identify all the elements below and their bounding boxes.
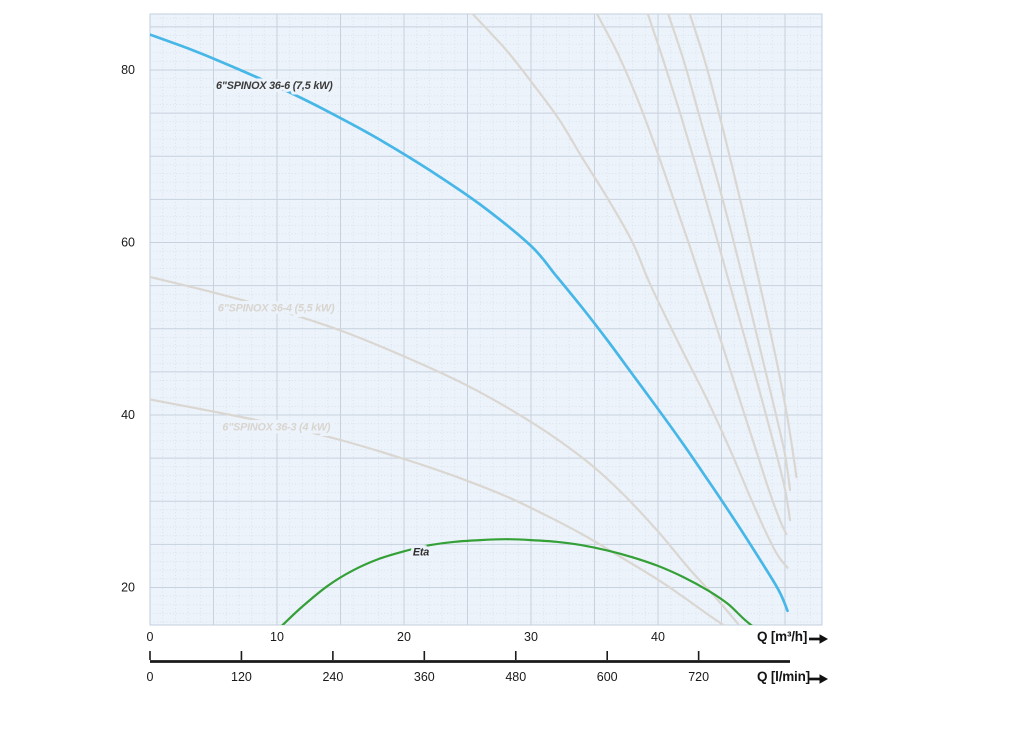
major-grid <box>149 14 822 625</box>
x-lmin-tick-label-360: 360 <box>414 670 435 684</box>
plot-area <box>150 14 822 625</box>
x-lmin-tick-label-0: 0 <box>147 670 154 684</box>
right-arrow-icon <box>809 633 829 645</box>
curve-background-curve-1 <box>471 14 789 569</box>
x-axis-title-lmin: Q [l/min] <box>757 669 810 684</box>
curve-eta <box>281 538 753 625</box>
x-m3h-tick-label-0: 0 <box>147 630 154 644</box>
y-tick-label-40: 40 <box>121 408 135 422</box>
curve-spinox-36-6 <box>150 33 789 613</box>
x-lmin-tick-label-720: 720 <box>688 670 709 684</box>
curves <box>150 14 798 625</box>
curve-background-curve-4 <box>667 14 792 492</box>
x-m3h-tick-label-30: 30 <box>524 630 538 644</box>
right-arrow-icon <box>809 673 829 685</box>
y-tick-label-20: 20 <box>121 581 135 595</box>
x-m3h-tick-label-40: 40 <box>651 630 665 644</box>
y-tick-label-80: 80 <box>121 63 135 77</box>
x-lmin-tick-label-120: 120 <box>231 670 252 684</box>
curve-background-curve-5 <box>688 14 798 479</box>
x-m3h-tick-label-10: 10 <box>270 630 284 644</box>
y-tick-label-60: 60 <box>121 236 135 250</box>
x-axis-title-m3h: Q [m³/h] <box>757 629 808 644</box>
curve-spinox-36-3 <box>150 398 725 625</box>
curve-label-spinox-36-3: 6"SPINOX 36-3 (4 kW) <box>222 422 331 434</box>
curve-background-curve-2 <box>595 14 788 536</box>
curve-label-spinox-36-4: 6"SPINOX 36-4 (5,5 kW) <box>218 303 335 315</box>
curve-spinox-36-4 <box>150 275 740 625</box>
x-lmin-tick-label-240: 240 <box>322 670 343 684</box>
curve-background-curve-3 <box>646 14 792 522</box>
curve-label-spinox-36-6: 6"SPINOX 36-6 (7,5 kW) <box>216 80 333 92</box>
curve-label-eta: Eta <box>413 547 429 559</box>
plot-border <box>149 13 823 626</box>
x-m3h-tick-label-20: 20 <box>397 630 411 644</box>
x-lmin-tick-label-600: 600 <box>597 670 618 684</box>
x-lmin-tick-label-480: 480 <box>505 670 526 684</box>
